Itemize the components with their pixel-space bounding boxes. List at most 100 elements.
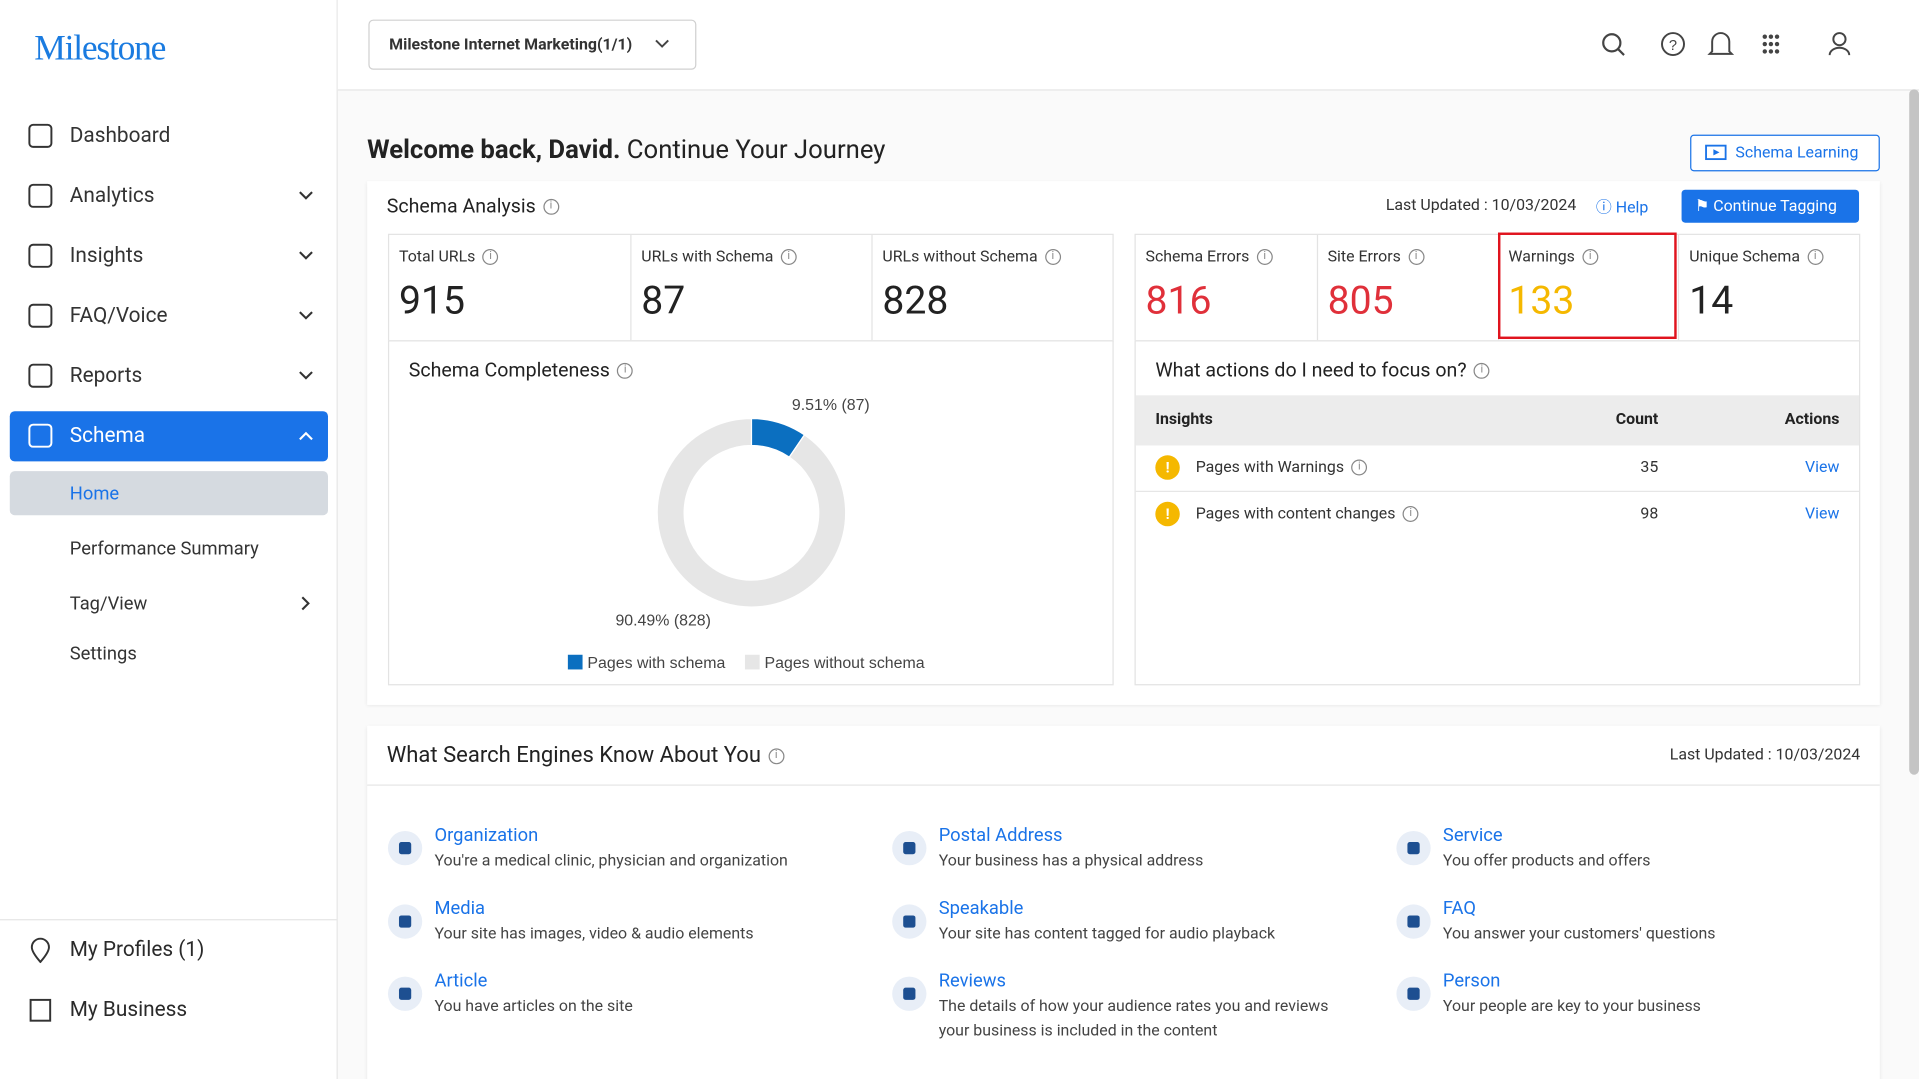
stat-label-text: Site Errors (1327, 247, 1401, 267)
stat-label: URLs with Schema i (641, 247, 797, 267)
item-title[interactable]: Service (1442, 823, 1503, 846)
stat-label: Total URLs i (399, 248, 499, 266)
account-select[interactable]: Milestone Internet Marketing(1/1) (368, 19, 697, 70)
count-cell: 98 (1640, 504, 1659, 524)
help-link[interactable]: ⓘ Help (1595, 198, 1649, 218)
stat-label-text: URLs without Schema (882, 247, 1038, 267)
button-label: ⚑ Continue Tagging (1695, 197, 1837, 217)
stat-label-text: Warnings (1508, 247, 1575, 267)
nav-icon (28, 423, 53, 448)
item-icon (387, 830, 423, 866)
schema-learning-button[interactable]: Schema Learning (1690, 134, 1880, 172)
item-title[interactable]: Postal Address (938, 823, 1063, 846)
legend-label: Pages with schema (587, 655, 725, 672)
info[interactable]: i (768, 748, 785, 764)
donut-chart: 9.51% (87) 90.49% (828) Pages with schema P… (567, 397, 925, 672)
info[interactable]: i (1044, 249, 1061, 266)
stat-value: 816 (1145, 276, 1212, 324)
info[interactable]: i (482, 249, 499, 266)
last-updated: Last Updated : 10/03/2024 (1669, 745, 1861, 765)
search-engines-card: What Search Engines Know About You i Last… (367, 725, 1880, 1079)
active-subnav-bg (9, 471, 328, 516)
nav-item[interactable]: Insights (69, 243, 144, 269)
nav-item[interactable]: FAQ/Voice (69, 303, 168, 328)
info[interactable]: i (1473, 363, 1490, 380)
stat-value: 133 (1508, 276, 1575, 324)
warning-icon: ! (1155, 455, 1180, 480)
item-title[interactable]: Media (434, 896, 486, 919)
help-text: Help (1615, 198, 1649, 218)
info[interactable]: i (1807, 249, 1824, 266)
nav-item[interactable]: Reports (69, 363, 143, 388)
item-icon (387, 976, 423, 1011)
stat-value: 828 (882, 276, 949, 324)
subnav-item[interactable]: Home (69, 482, 120, 505)
icon-shape (28, 123, 53, 148)
stats-right: Schema Errors i 816 Site Errors i 805 Warnings… (1134, 232, 1861, 342)
chevron (299, 251, 313, 260)
nav-item[interactable]: Schema (69, 423, 146, 448)
info[interactable]: i (1408, 249, 1425, 266)
continue-tagging-button[interactable]: ⚑ Continue Tagging (1681, 189, 1860, 223)
row-divider (1135, 490, 1860, 492)
nav-item[interactable]: Analytics (69, 183, 155, 209)
icon-shape (28, 363, 53, 388)
item-title[interactable]: FAQ (1442, 896, 1477, 919)
view-link[interactable]: View (1805, 458, 1840, 477)
chevron (299, 191, 313, 200)
icon-shape (28, 243, 53, 268)
chevron (299, 311, 313, 320)
schema-analysis-card: Schema Analysis i Last Updated : 10/03/20… (367, 181, 1880, 705)
item-desc: Your site has images, video & audio elem… (434, 924, 754, 943)
stat-label-text: Total URLs (398, 247, 476, 267)
table-header-cell: Count (1615, 410, 1659, 429)
view-link[interactable]: View (1805, 504, 1840, 524)
chevron (299, 431, 313, 441)
chevron (301, 596, 310, 611)
item-desc: You answer your customers' questions (1442, 924, 1716, 943)
info[interactable]: i (1582, 249, 1599, 266)
stat-cell: Site Errors i 805 (1316, 234, 1499, 341)
item-title[interactable]: Organization (434, 823, 539, 846)
donut-label: 90.49% (828) (615, 612, 711, 629)
header-icons[interactable]: ? (1598, 29, 1892, 61)
info[interactable]: i (617, 363, 634, 380)
chevron-line (299, 371, 313, 380)
info[interactable]: i (1402, 506, 1419, 523)
item-title[interactable]: Article (434, 969, 488, 992)
info[interactable]: i (1351, 459, 1368, 476)
icon-shape (29, 998, 52, 1022)
divider (367, 784, 1880, 786)
stat-label: Site Errors i (1328, 248, 1425, 266)
scrollbar[interactable] (1909, 89, 1919, 775)
info[interactable]: i (1256, 249, 1273, 266)
focus-title: What actions do I need to focus on? i (1155, 358, 1490, 381)
subnav-item[interactable]: Tag/View (69, 592, 148, 615)
nav-icon (28, 363, 53, 388)
nav-icon (28, 243, 53, 268)
welcome: Welcome back, David. Continue Your Journ… (367, 136, 885, 165)
item-title[interactable]: Reviews (938, 969, 1006, 992)
item-title[interactable]: Speakable (938, 896, 1024, 919)
logo[interactable]: Milestone (34, 28, 166, 68)
stat-cell: Total URLs i 915 (389, 235, 630, 340)
welcome-bold: Welcome back, David. (367, 135, 621, 166)
item-icon (1396, 830, 1431, 866)
nav-item[interactable]: Dashboard (69, 123, 171, 149)
legend-label: Pages without schema (765, 655, 925, 672)
footer-nav-item[interactable]: My Business (69, 997, 188, 1022)
info[interactable]: i (543, 199, 559, 216)
info[interactable]: i (780, 249, 797, 266)
title-text: Schema Analysis (386, 193, 536, 218)
chevron-line (299, 311, 313, 320)
subnav-item[interactable]: Settings (69, 642, 137, 665)
item-title[interactable]: Person (1442, 969, 1501, 992)
last-updated: Last Updated : 10/03/2024 (1385, 196, 1577, 215)
footer-nav-item[interactable]: My Profiles (1) (69, 937, 205, 962)
stat-label-text: URLs with Schema (641, 247, 774, 267)
card-title: Schema Analysis i (387, 194, 559, 217)
subnav-item[interactable]: Performance Summary (69, 537, 259, 560)
insight-cell: Pages with content changes i (1196, 505, 1419, 523)
